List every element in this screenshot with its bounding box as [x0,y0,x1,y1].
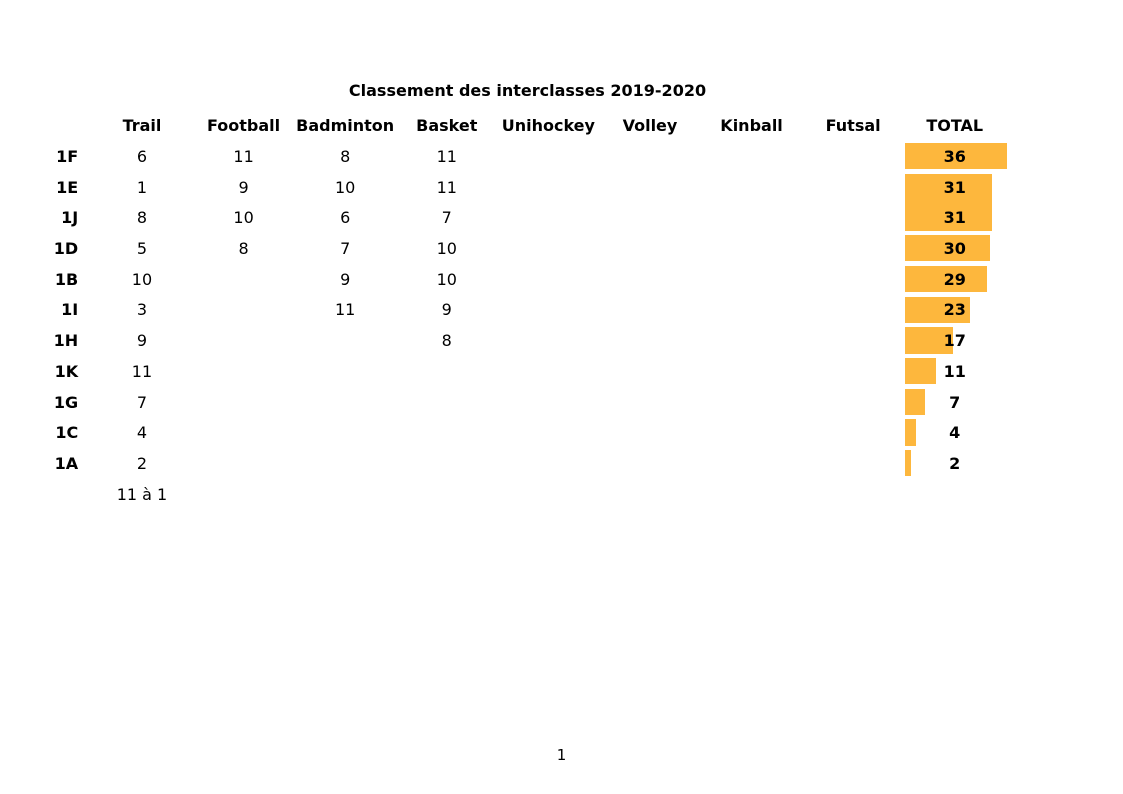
column-header-badminton: Badminton [296,115,395,135]
total-value: 31 [943,208,966,228]
cell-badminton: 7 [340,239,351,259]
table-row: 1G 7 7 [20,387,1006,418]
row-label: 1G [53,392,79,412]
table-body: 1F 6 11 8 11 36 1E 1 9 10 11 31 1J 8 10 6 7 31 1D 5 8 7 10 30 1B… [20,141,1007,510]
row-label: 1F [56,146,79,166]
cell-trail: 9 [136,331,148,351]
total-bar [904,419,917,446]
cell-trail: 6 [136,146,148,166]
table-row: 1E 1 9 10 11 31 [20,172,1006,204]
cell-basket: 10 [436,239,457,259]
cell-basket: 11 [436,177,457,197]
cell-football: 10 [233,208,254,228]
table-row: 1J 8 10 6 7 31 [20,201,1006,233]
table-row: 1H 9 8 17 [20,325,1006,356]
cell-basket: 9 [441,300,452,320]
total-bar [904,388,925,415]
total-value: 36 [943,146,966,166]
column-header-basket: Basket [416,115,478,135]
cell-total: 36 [904,141,1007,172]
cell-total: 31 [904,201,1006,233]
total-bar [904,265,987,293]
total-value: 11 [943,361,966,381]
cell-basket: 7 [441,208,452,228]
total-bar [904,201,993,231]
footer-note: 11 à 1 [116,484,168,504]
row-label: 1J [61,208,79,228]
cell-football: 8 [238,239,249,259]
page-number: 1 [556,746,567,764]
cell-trail: 2 [136,454,148,474]
cell-football: 11 [233,146,254,166]
cell-trail: 10 [131,269,153,289]
cell-football: 9 [238,177,249,197]
total-bar [904,358,936,385]
column-header-volley: Volley [622,115,678,135]
row-label: 1H [53,331,79,351]
row-label: 1K [54,361,79,381]
total-value: 2 [949,454,961,474]
table-row: 1B 10 9 10 29 [20,264,1006,295]
cell-trail: 5 [136,239,148,259]
table-row: 1F 6 11 8 11 36 [20,141,1007,172]
total-value: 17 [943,331,966,351]
row-label: 1C [55,423,79,443]
row-label: 1A [54,454,79,474]
cell-total: 11 [904,356,1006,387]
table-header-row: Trail Football Badminton Basket Unihocke… [20,110,1006,140]
column-header-football: Football [207,115,281,135]
cell-total: 31 [904,172,1006,204]
cell-badminton: 6 [340,208,351,228]
total-bar [904,173,993,204]
row-label: 1B [54,269,79,289]
cell-total: 2 [904,448,1006,479]
total-bar [904,296,970,323]
cell-trail: 1 [136,177,148,197]
cell-total: 30 [904,233,1006,264]
total-value: 31 [943,177,966,197]
cell-badminton: 10 [334,177,356,197]
cell-total: 17 [904,325,1006,356]
row-label: 1D [53,239,79,259]
total-bar [904,450,911,477]
cell-basket: 10 [436,269,457,289]
cell-total: 7 [904,387,1006,418]
total-value: 29 [943,269,966,289]
cell-badminton: 9 [340,269,351,289]
cell-trail: 4 [136,423,148,443]
total-bar [904,327,953,354]
table-row: 1D 5 8 7 10 30 [20,233,1006,264]
cell-total: 23 [904,295,1006,326]
total-bar [904,235,990,262]
cell-total: 4 [904,417,1006,448]
table-row: 1I 3 11 9 23 [20,295,1006,326]
table-row: 1K 11 11 [20,356,1006,387]
total-value: 4 [949,423,961,443]
footer-note-row: 11 à 1 [20,479,1006,510]
cell-basket: 8 [441,331,452,351]
row-label: 1I [61,300,79,320]
cell-basket: 11 [436,146,457,166]
cell-trail: 8 [136,208,148,228]
table-row: 1C 4 4 [20,417,1006,448]
total-value: 23 [943,300,966,320]
total-value: 30 [943,239,966,259]
cell-trail: 7 [136,392,148,412]
column-header-kinball: Kinball [720,115,783,135]
column-header-unihockey: Unihockey [501,115,595,135]
column-header-trail: Trail [122,115,162,135]
cell-total: 29 [904,264,1006,295]
row-label: 1E [56,177,79,197]
column-header-total: TOTAL [926,115,984,135]
table-row: 1A 2 2 [20,448,1006,479]
total-bar [904,143,1007,170]
cell-trail: 3 [136,300,148,320]
cell-trail: 11 [131,361,153,381]
column-header-futsal: Futsal [825,115,881,135]
total-value: 7 [949,392,961,412]
cell-badminton: 11 [334,300,356,320]
cell-badminton: 8 [340,146,351,166]
page-title: Classement des interclasses 2019-2020 [348,81,707,100]
